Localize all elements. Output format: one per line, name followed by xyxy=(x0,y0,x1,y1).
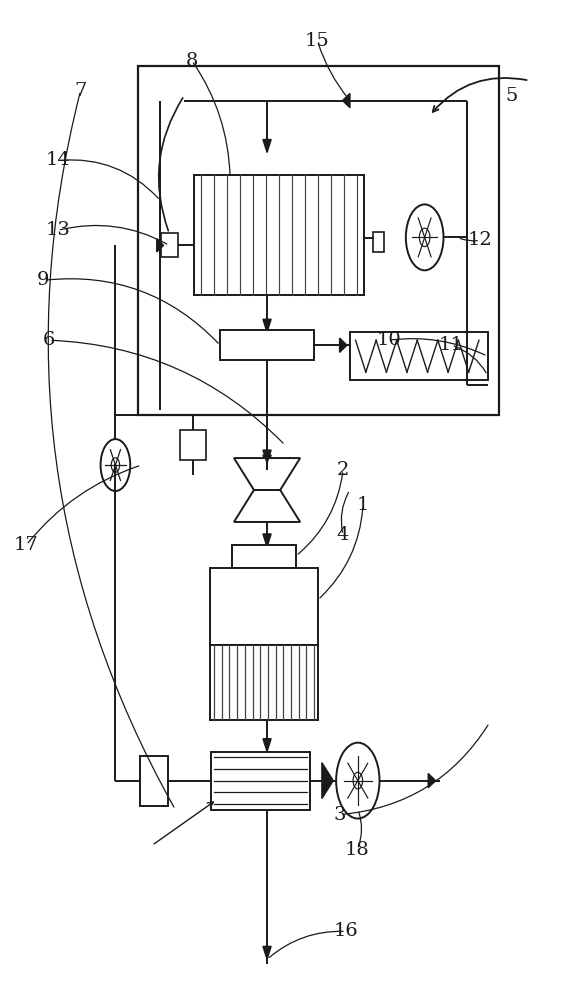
Circle shape xyxy=(101,439,130,491)
Text: 12: 12 xyxy=(468,231,492,249)
Text: 11: 11 xyxy=(439,336,464,354)
Polygon shape xyxy=(234,490,300,522)
Bar xyxy=(161,233,178,257)
Text: 3: 3 xyxy=(334,806,347,824)
Circle shape xyxy=(353,772,363,789)
Polygon shape xyxy=(157,239,164,252)
Text: 9: 9 xyxy=(37,271,50,289)
Bar xyxy=(210,645,318,720)
Bar xyxy=(220,330,314,360)
Polygon shape xyxy=(263,946,271,959)
Bar xyxy=(180,430,206,460)
Polygon shape xyxy=(263,739,271,752)
Polygon shape xyxy=(322,763,333,799)
Text: 5: 5 xyxy=(505,87,518,105)
Bar xyxy=(194,175,364,295)
Polygon shape xyxy=(263,455,271,468)
Text: 7: 7 xyxy=(74,82,87,100)
Text: 6: 6 xyxy=(43,331,55,349)
Bar xyxy=(350,332,487,380)
Bar xyxy=(210,568,318,645)
Bar xyxy=(138,66,499,415)
Text: 16: 16 xyxy=(333,922,358,940)
Polygon shape xyxy=(263,450,271,463)
Text: 14: 14 xyxy=(45,151,70,169)
Text: 15: 15 xyxy=(305,32,330,50)
Text: 17: 17 xyxy=(14,536,39,554)
Circle shape xyxy=(419,228,430,247)
Text: 2: 2 xyxy=(337,461,349,479)
Circle shape xyxy=(336,743,379,819)
Circle shape xyxy=(406,204,443,270)
Text: 1: 1 xyxy=(357,496,369,514)
Polygon shape xyxy=(340,338,347,352)
Bar xyxy=(232,545,296,568)
Text: 8: 8 xyxy=(186,52,198,70)
Bar xyxy=(373,232,384,252)
Polygon shape xyxy=(428,773,436,788)
Text: 18: 18 xyxy=(345,841,370,859)
Polygon shape xyxy=(263,534,271,547)
Bar xyxy=(211,752,310,810)
Polygon shape xyxy=(234,458,300,490)
Polygon shape xyxy=(263,319,271,332)
Text: 4: 4 xyxy=(337,526,349,544)
Circle shape xyxy=(112,458,120,472)
Bar xyxy=(140,756,168,806)
Polygon shape xyxy=(343,93,350,108)
Text: 13: 13 xyxy=(45,221,70,239)
Polygon shape xyxy=(263,140,271,152)
Text: 10: 10 xyxy=(376,331,401,349)
